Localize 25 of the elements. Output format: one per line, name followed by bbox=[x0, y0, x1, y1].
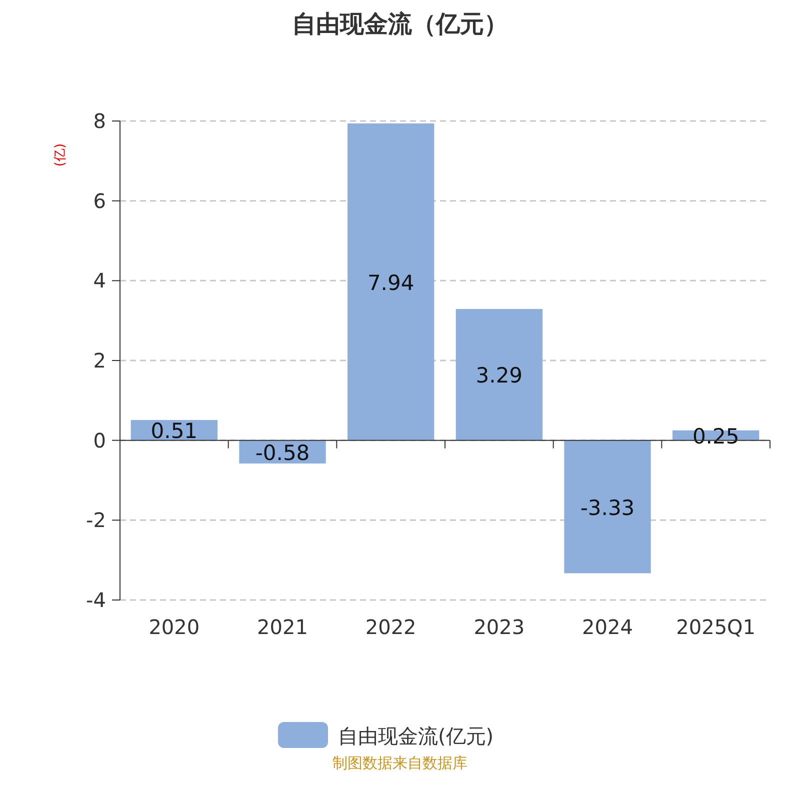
data-label: -0.58 bbox=[255, 440, 310, 465]
data-label: 0.51 bbox=[150, 419, 198, 444]
bar bbox=[456, 309, 542, 440]
x-tick-label: 2022 bbox=[365, 615, 416, 639]
y-tick-label: 4 bbox=[93, 268, 106, 293]
y-tick-label: 6 bbox=[93, 188, 106, 213]
bar bbox=[564, 440, 651, 574]
x-tick-label: 2023 bbox=[474, 615, 525, 639]
y-tick-label: 8 bbox=[93, 109, 106, 133]
bar bbox=[348, 123, 434, 440]
x-tick-label: 2025Q1 bbox=[676, 615, 756, 639]
data-label: 7.94 bbox=[367, 270, 414, 295]
y-tick-label: 2 bbox=[93, 348, 106, 372]
y-axis-title: (亿) bbox=[53, 143, 68, 167]
x-tick-label: 2024 bbox=[582, 615, 633, 639]
y-tick-label: -4 bbox=[86, 588, 106, 612]
y-tick-label: -2 bbox=[86, 508, 106, 532]
x-tick-label: 2020 bbox=[148, 615, 200, 639]
text: 制图数据来自数据库 bbox=[332, 754, 468, 772]
legend-label: 自由现金流(亿元) bbox=[338, 724, 494, 748]
data-label: -3.33 bbox=[580, 496, 635, 520]
data-label: 3.29 bbox=[476, 364, 523, 388]
y-tick-label: 0 bbox=[93, 428, 106, 452]
x-tick-label: 2021 bbox=[257, 615, 308, 639]
chart-title: 自由现金流（亿元） bbox=[292, 10, 508, 38]
